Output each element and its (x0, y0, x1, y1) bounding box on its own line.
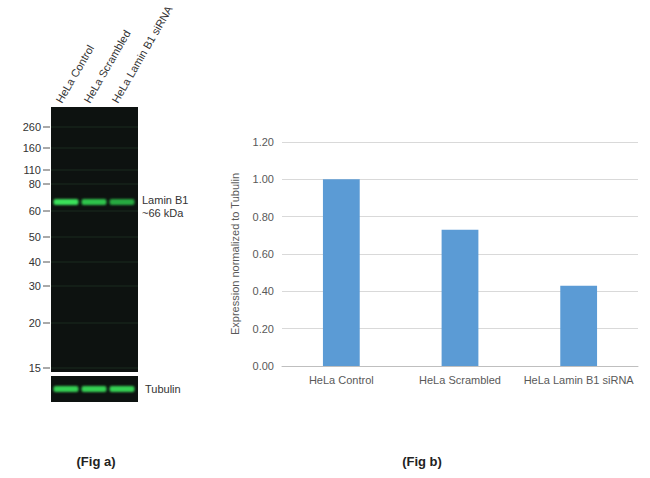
svg-text:0.20: 0.20 (253, 323, 274, 335)
svg-text:110: 110 (23, 164, 41, 176)
svg-text:0.80: 0.80 (253, 211, 274, 223)
svg-text:(Fig a): (Fig a) (77, 454, 116, 469)
svg-text:HeLa Lamin B1 siRNA: HeLa Lamin B1 siRNA (109, 3, 175, 105)
svg-text:0.40: 0.40 (253, 285, 274, 297)
svg-text:HeLa Lamin B1 siRNA: HeLa Lamin B1 siRNA (524, 374, 635, 386)
svg-text:Lamin B1: Lamin B1 (142, 194, 188, 206)
svg-text:HeLa Control: HeLa Control (53, 42, 97, 105)
svg-text:50: 50 (29, 231, 41, 243)
svg-text:Tubulin: Tubulin (145, 383, 181, 395)
svg-text:0.60: 0.60 (253, 248, 274, 260)
svg-text:~66 kDa: ~66 kDa (142, 207, 184, 219)
svg-text:0.00: 0.00 (253, 360, 274, 372)
svg-text:40: 40 (29, 256, 41, 268)
svg-text:80: 80 (29, 178, 41, 190)
svg-text:HeLa Scrambled: HeLa Scrambled (419, 374, 501, 386)
svg-text:(Fig b): (Fig b) (402, 454, 442, 469)
svg-text:HeLa Control: HeLa Control (309, 374, 374, 386)
svg-text:1.20: 1.20 (253, 136, 274, 148)
svg-text:160: 160 (23, 142, 41, 154)
svg-text:20: 20 (29, 317, 41, 329)
svg-text:HeLa Scrambled: HeLa Scrambled (81, 28, 133, 105)
svg-text:Expression normalized to Tubul: Expression normalized to Tubulin (229, 173, 241, 335)
svg-text:30: 30 (29, 280, 41, 292)
svg-text:1.00: 1.00 (253, 173, 274, 185)
svg-text:15: 15 (29, 362, 41, 374)
svg-text:60: 60 (29, 205, 41, 217)
svg-text:260: 260 (23, 121, 41, 133)
